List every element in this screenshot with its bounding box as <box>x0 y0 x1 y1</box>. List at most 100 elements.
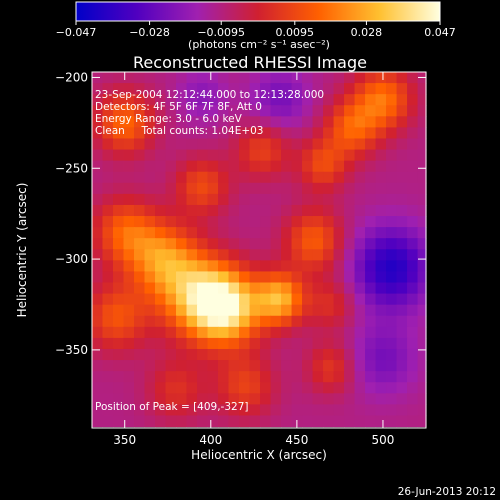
heatmap-cell <box>260 304 272 317</box>
heatmap-cell <box>260 415 272 428</box>
heatmap-cell <box>270 138 282 151</box>
heatmap-cell <box>176 293 188 306</box>
heatmap-cell <box>155 72 167 84</box>
heatmap-cell <box>312 249 324 261</box>
heatmap-cell <box>123 337 135 350</box>
heatmap-cell <box>165 404 177 417</box>
heatmap-cell <box>291 304 303 317</box>
heatmap-cell <box>407 238 419 250</box>
colorbar-tick-label: −0.028 <box>129 26 170 39</box>
heatmap-cell <box>134 182 146 195</box>
heatmap-cell <box>218 360 230 372</box>
heatmap-cell <box>333 149 345 162</box>
heatmap-cell <box>249 94 261 106</box>
heatmap-cell <box>207 382 219 394</box>
annotation-time: 23-Sep-2004 12:12:44.000 to 12:13:28.000 <box>95 89 324 101</box>
heatmap-cell <box>396 393 408 405</box>
heatmap-cell <box>291 326 303 339</box>
heatmap-cell <box>386 193 398 206</box>
heatmap-cell <box>291 83 303 95</box>
heatmap-cell <box>207 227 219 239</box>
heatmap-cell <box>92 326 104 339</box>
colorbar-tick-label: −0.047 <box>56 26 97 39</box>
heatmap-cell <box>218 149 230 162</box>
heatmap-cell <box>239 83 251 95</box>
heatmap-cell <box>323 382 335 394</box>
heatmap-cell <box>228 404 240 417</box>
heatmap-cell <box>218 260 230 273</box>
heatmap-cell <box>186 337 198 350</box>
heatmap-cell <box>312 227 324 239</box>
heatmap-cell <box>417 326 427 339</box>
heatmap-cell <box>92 304 104 317</box>
heatmap-cell <box>344 105 356 117</box>
heatmap-cell <box>186 404 198 417</box>
heatmap-cell <box>102 227 114 239</box>
heatmap-cell <box>102 149 114 162</box>
heatmap-cell <box>186 293 198 306</box>
heatmap-cell <box>302 72 314 84</box>
heatmap-cell <box>239 348 251 361</box>
heatmap-cell <box>113 360 125 372</box>
heatmap-cell <box>134 382 146 394</box>
heatmap-cell <box>323 105 335 117</box>
heatmap-cell <box>155 260 167 273</box>
heatmap-cell <box>260 271 272 284</box>
heatmap-cell <box>165 371 177 383</box>
heatmap-cell <box>365 149 377 162</box>
heatmap-cell <box>302 94 314 106</box>
heatmap-cell <box>365 360 377 372</box>
heatmap-cell <box>197 293 209 306</box>
heatmap-cell <box>323 171 335 184</box>
heatmap-cell <box>281 348 293 361</box>
heatmap-cell <box>365 282 377 295</box>
heatmap-cell <box>176 105 188 117</box>
heatmap-cell <box>239 94 251 106</box>
heatmap-cell <box>291 404 303 417</box>
heatmap-cell <box>344 304 356 317</box>
heatmap-cell <box>102 348 114 361</box>
heatmap-cell <box>260 348 272 361</box>
heatmap-cell <box>165 271 177 284</box>
heatmap-cell <box>365 83 377 95</box>
heatmap-cell <box>239 393 251 405</box>
heatmap-cell <box>113 337 125 350</box>
heatmap-cell <box>291 260 303 273</box>
heatmap-cell <box>260 193 272 206</box>
heatmap-cell <box>113 271 125 284</box>
heatmap-cell <box>155 105 167 117</box>
heatmap-cell <box>260 94 272 106</box>
heatmap-cell <box>333 271 345 284</box>
heatmap-cell <box>197 182 209 195</box>
heatmap-cell <box>134 371 146 383</box>
heatmap-cell <box>333 337 345 350</box>
heatmap-cell <box>134 315 146 328</box>
heatmap-cell <box>207 271 219 284</box>
heatmap-cell <box>176 204 188 217</box>
heatmap-cell <box>113 249 125 261</box>
heatmap-cell <box>386 72 398 84</box>
heatmap-cell <box>123 315 135 328</box>
heatmap-cell <box>134 149 146 162</box>
heatmap-cell <box>144 348 156 361</box>
heatmap-cell <box>207 415 219 428</box>
heatmap-cell <box>291 171 303 184</box>
heatmap-cell <box>102 404 114 417</box>
heatmap-cell <box>228 116 240 128</box>
heatmap-cell <box>333 393 345 405</box>
heatmap-cell <box>386 238 398 250</box>
heatmap-cell <box>155 204 167 217</box>
heatmap-cell <box>134 393 146 405</box>
heatmap-cell <box>333 371 345 383</box>
heatmap-cell <box>407 83 419 95</box>
heatmap-cell <box>375 293 387 306</box>
heatmap-cell <box>249 382 261 394</box>
heatmap-cell <box>281 382 293 394</box>
heatmap-cell <box>102 371 114 383</box>
heatmap-cell <box>249 72 261 84</box>
heatmap-cell <box>344 227 356 239</box>
heatmap-cell <box>239 116 251 128</box>
heatmap-cell <box>396 227 408 239</box>
heatmap-cell <box>323 282 335 295</box>
heatmap-cell <box>113 160 125 173</box>
